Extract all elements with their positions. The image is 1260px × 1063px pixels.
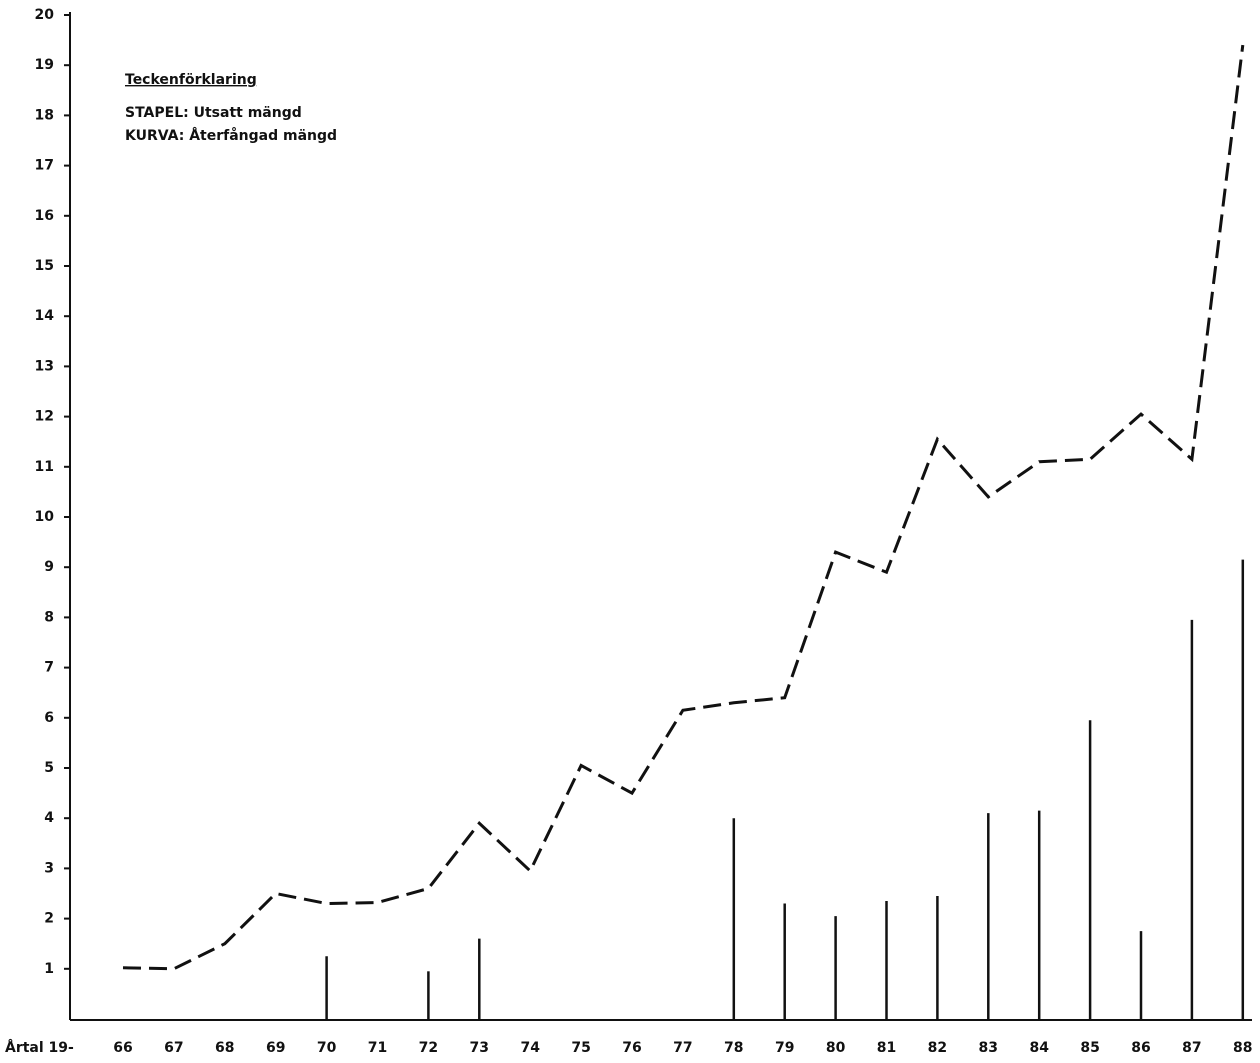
x-tick-label: 73 bbox=[470, 1040, 489, 1056]
x-tick-label: 72 bbox=[419, 1040, 438, 1056]
x-axis-label: Årtal 19- bbox=[5, 1039, 74, 1056]
x-tick-label: 79 bbox=[775, 1040, 794, 1056]
x-tick-label: 86 bbox=[1131, 1040, 1150, 1056]
y-tick-label: 4 bbox=[44, 810, 54, 826]
y-tick-label: 1 bbox=[44, 961, 54, 977]
y-tick-label: 12 bbox=[35, 409, 54, 425]
x-tick-label: 75 bbox=[571, 1040, 590, 1056]
y-tick-label: 10 bbox=[35, 509, 55, 525]
x-tick-label: 68 bbox=[215, 1040, 234, 1056]
x-tick-label: 80 bbox=[826, 1040, 846, 1056]
y-tick-label: 2 bbox=[44, 911, 54, 927]
x-tick-label: 78 bbox=[724, 1040, 743, 1056]
x-tick-label: 74 bbox=[520, 1040, 540, 1056]
legend-title: Teckenförklaring bbox=[125, 72, 257, 88]
y-tick-label: 8 bbox=[44, 609, 54, 625]
line bbox=[122, 44, 1245, 971]
x-tick-label: 81 bbox=[877, 1040, 896, 1056]
x-tick-label: 66 bbox=[113, 1040, 132, 1056]
x-tick-label: 82 bbox=[928, 1040, 947, 1056]
y-tick-label: 3 bbox=[44, 860, 54, 876]
y-tick-label: 18 bbox=[35, 107, 54, 123]
x-tick-label: 85 bbox=[1080, 1040, 1099, 1056]
y-tick-label: 9 bbox=[44, 559, 54, 575]
x-tick-label: 70 bbox=[317, 1040, 337, 1056]
x-tick-label: 69 bbox=[266, 1040, 285, 1056]
y-tick-label: 11 bbox=[35, 459, 54, 475]
x-tick-label: 71 bbox=[368, 1040, 387, 1056]
y-tick-label: 6 bbox=[44, 710, 54, 726]
x-tick-label: 76 bbox=[622, 1040, 641, 1056]
y-tick-label: 19 bbox=[35, 57, 54, 73]
y-tick-label: 14 bbox=[35, 308, 55, 324]
y-tick-label: 5 bbox=[44, 760, 54, 776]
x-tick-label: 77 bbox=[673, 1040, 692, 1056]
y-tick-label: 17 bbox=[35, 158, 54, 174]
y-tick-label: 15 bbox=[35, 258, 54, 274]
x-tick-label: 88 bbox=[1233, 1040, 1252, 1056]
y-tick-label: 7 bbox=[44, 660, 54, 676]
y-tick-label: 13 bbox=[35, 358, 54, 374]
x-tick-label: 83 bbox=[979, 1040, 998, 1056]
legend-entry: KURVA: Återfångad mängd bbox=[125, 127, 337, 144]
x-tick-label: 84 bbox=[1029, 1040, 1049, 1056]
y-tick-label: 20 bbox=[35, 7, 55, 23]
y-tick-label: 16 bbox=[35, 208, 54, 224]
x-tick-label: 87 bbox=[1182, 1040, 1201, 1056]
legend-entry: STAPEL: Utsatt mängd bbox=[125, 105, 302, 121]
x-tick-label: 67 bbox=[164, 1040, 183, 1056]
